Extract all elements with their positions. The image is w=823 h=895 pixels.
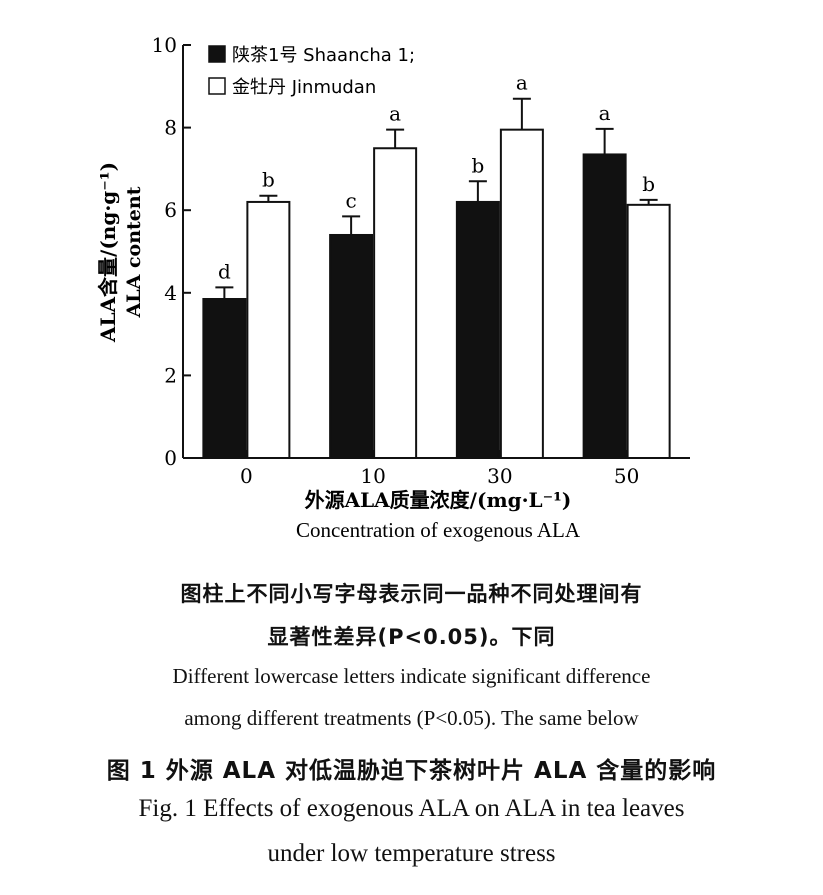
note-en-line-2: among different treatments (P<0.05). The…: [184, 706, 639, 730]
significance-letter: b: [262, 168, 275, 192]
significance-letter: a: [516, 71, 528, 95]
figure-title-en-line-1: Fig. 1 Effects of exogenous ALA on ALA i…: [138, 795, 685, 822]
x-tick-label: 30: [487, 464, 512, 488]
note-en-line-1: Different lowercase letters indicate sig…: [172, 664, 651, 688]
bar: [202, 297, 247, 459]
significance-letter: d: [218, 259, 231, 283]
figure-title-en-line-2: under low temperature stress: [267, 840, 556, 867]
y-tick-label: 2: [164, 363, 177, 387]
bar: [329, 233, 374, 459]
note-cn-line-1: 图柱上不同小写字母表示同一品种不同处理间有: [180, 582, 643, 606]
x-axis-label-en: Concentration of exogenous ALA: [296, 518, 581, 542]
axes-layer: 0 2 4 6 8 10 0 10 30 50: [152, 33, 690, 488]
bar: [455, 200, 500, 459]
y-tick-label: 10: [152, 33, 177, 57]
y-tick-label: 8: [164, 116, 177, 140]
x-tick-label: 0: [240, 464, 253, 488]
bar: [246, 200, 291, 459]
legend: 陕茶1号 Shaancha 1; 金牡丹 Jinmudan: [208, 45, 415, 98]
y-tick-label: 6: [164, 198, 177, 222]
significance-letter: b: [471, 153, 484, 177]
bar: [373, 147, 418, 459]
x-axis-label-cn: 外源ALA质量浓度/(mg·L⁻¹): [305, 488, 572, 512]
y-tick-label: 0: [164, 446, 177, 470]
y-axis-label-en: ALA content: [123, 186, 145, 318]
legend-swatch-shaancha: [208, 45, 226, 63]
figure-title-cn: 图 1 外源 ALA 对低温胁迫下茶树叶片 ALA 含量的影响: [106, 758, 717, 784]
y-tick-label: 4: [164, 281, 177, 305]
note-cn-line-2: 显著性差异(P<0.05)。下同: [267, 625, 556, 649]
legend-swatch-jinmudan: [208, 77, 226, 95]
y-axis-label-cn: ALA含量/(ng·g⁻¹): [96, 162, 120, 343]
bar-chart: d b c a b a a b 0 2 4 6 8 10 0 10 30 50 ALA含量/(ng·g⁻¹) A…: [96, 33, 690, 542]
legend-label-shaancha: 陕茶1号 Shaancha 1;: [232, 45, 415, 66]
significance-letter: c: [346, 188, 357, 212]
bar: [626, 203, 671, 459]
bar: [582, 153, 627, 459]
legend-label-jinmudan: 金牡丹 Jinmudan: [232, 77, 376, 98]
significance-letter: a: [389, 102, 401, 126]
bars-layer: d b c a b a a b: [202, 71, 671, 459]
significance-letter: b: [642, 172, 655, 196]
x-tick-label: 10: [360, 464, 385, 488]
bar: [499, 128, 544, 459]
x-tick-label: 50: [614, 464, 639, 488]
significance-letter: a: [599, 101, 611, 125]
